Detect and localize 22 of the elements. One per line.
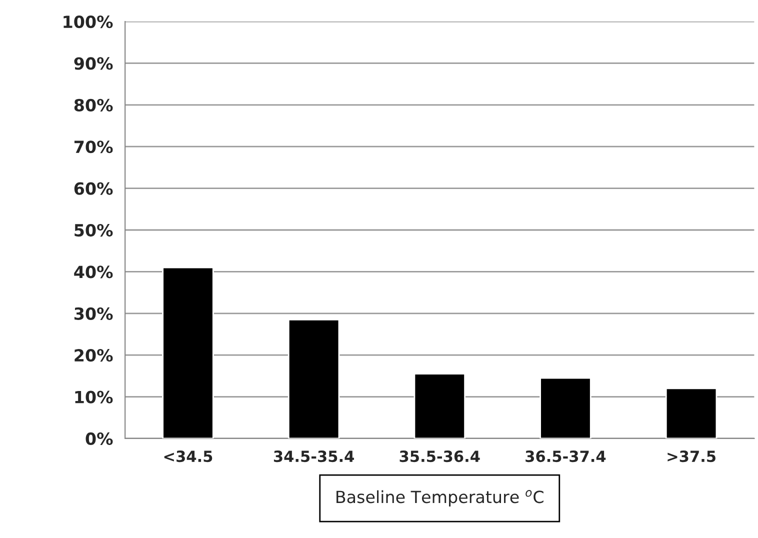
x-tick-label: 35.5-36.4 <box>400 450 480 462</box>
x-tick-label: 36.5-37.4 <box>526 450 606 462</box>
y-tick-label: 100% <box>64 15 113 28</box>
x-tick-label: 34.5-35.4 <box>274 450 354 462</box>
bar <box>162 266 214 438</box>
bar <box>540 377 592 438</box>
x-tick-label: <34.5 <box>164 450 212 462</box>
y-tick-label: 50% <box>74 224 113 237</box>
y-tick-label: 90% <box>74 57 113 70</box>
bar <box>288 318 340 438</box>
bar <box>665 388 718 438</box>
y-tick-label: 40% <box>74 266 113 278</box>
y-tick-label: 80% <box>74 98 113 112</box>
bar <box>414 373 466 438</box>
y-tick-label: 70% <box>74 140 113 154</box>
y-tick-label: 30% <box>74 307 113 320</box>
x-axis-title: Baseline Temperature $^{o}$C <box>336 490 544 506</box>
x-tick-label: >37.5 <box>668 450 716 462</box>
y-tick-label: 20% <box>74 349 113 362</box>
y-tick-label: 60% <box>74 182 113 195</box>
y-tick-label: 0% <box>86 432 113 446</box>
y-tick-label: 10% <box>75 390 113 404</box>
